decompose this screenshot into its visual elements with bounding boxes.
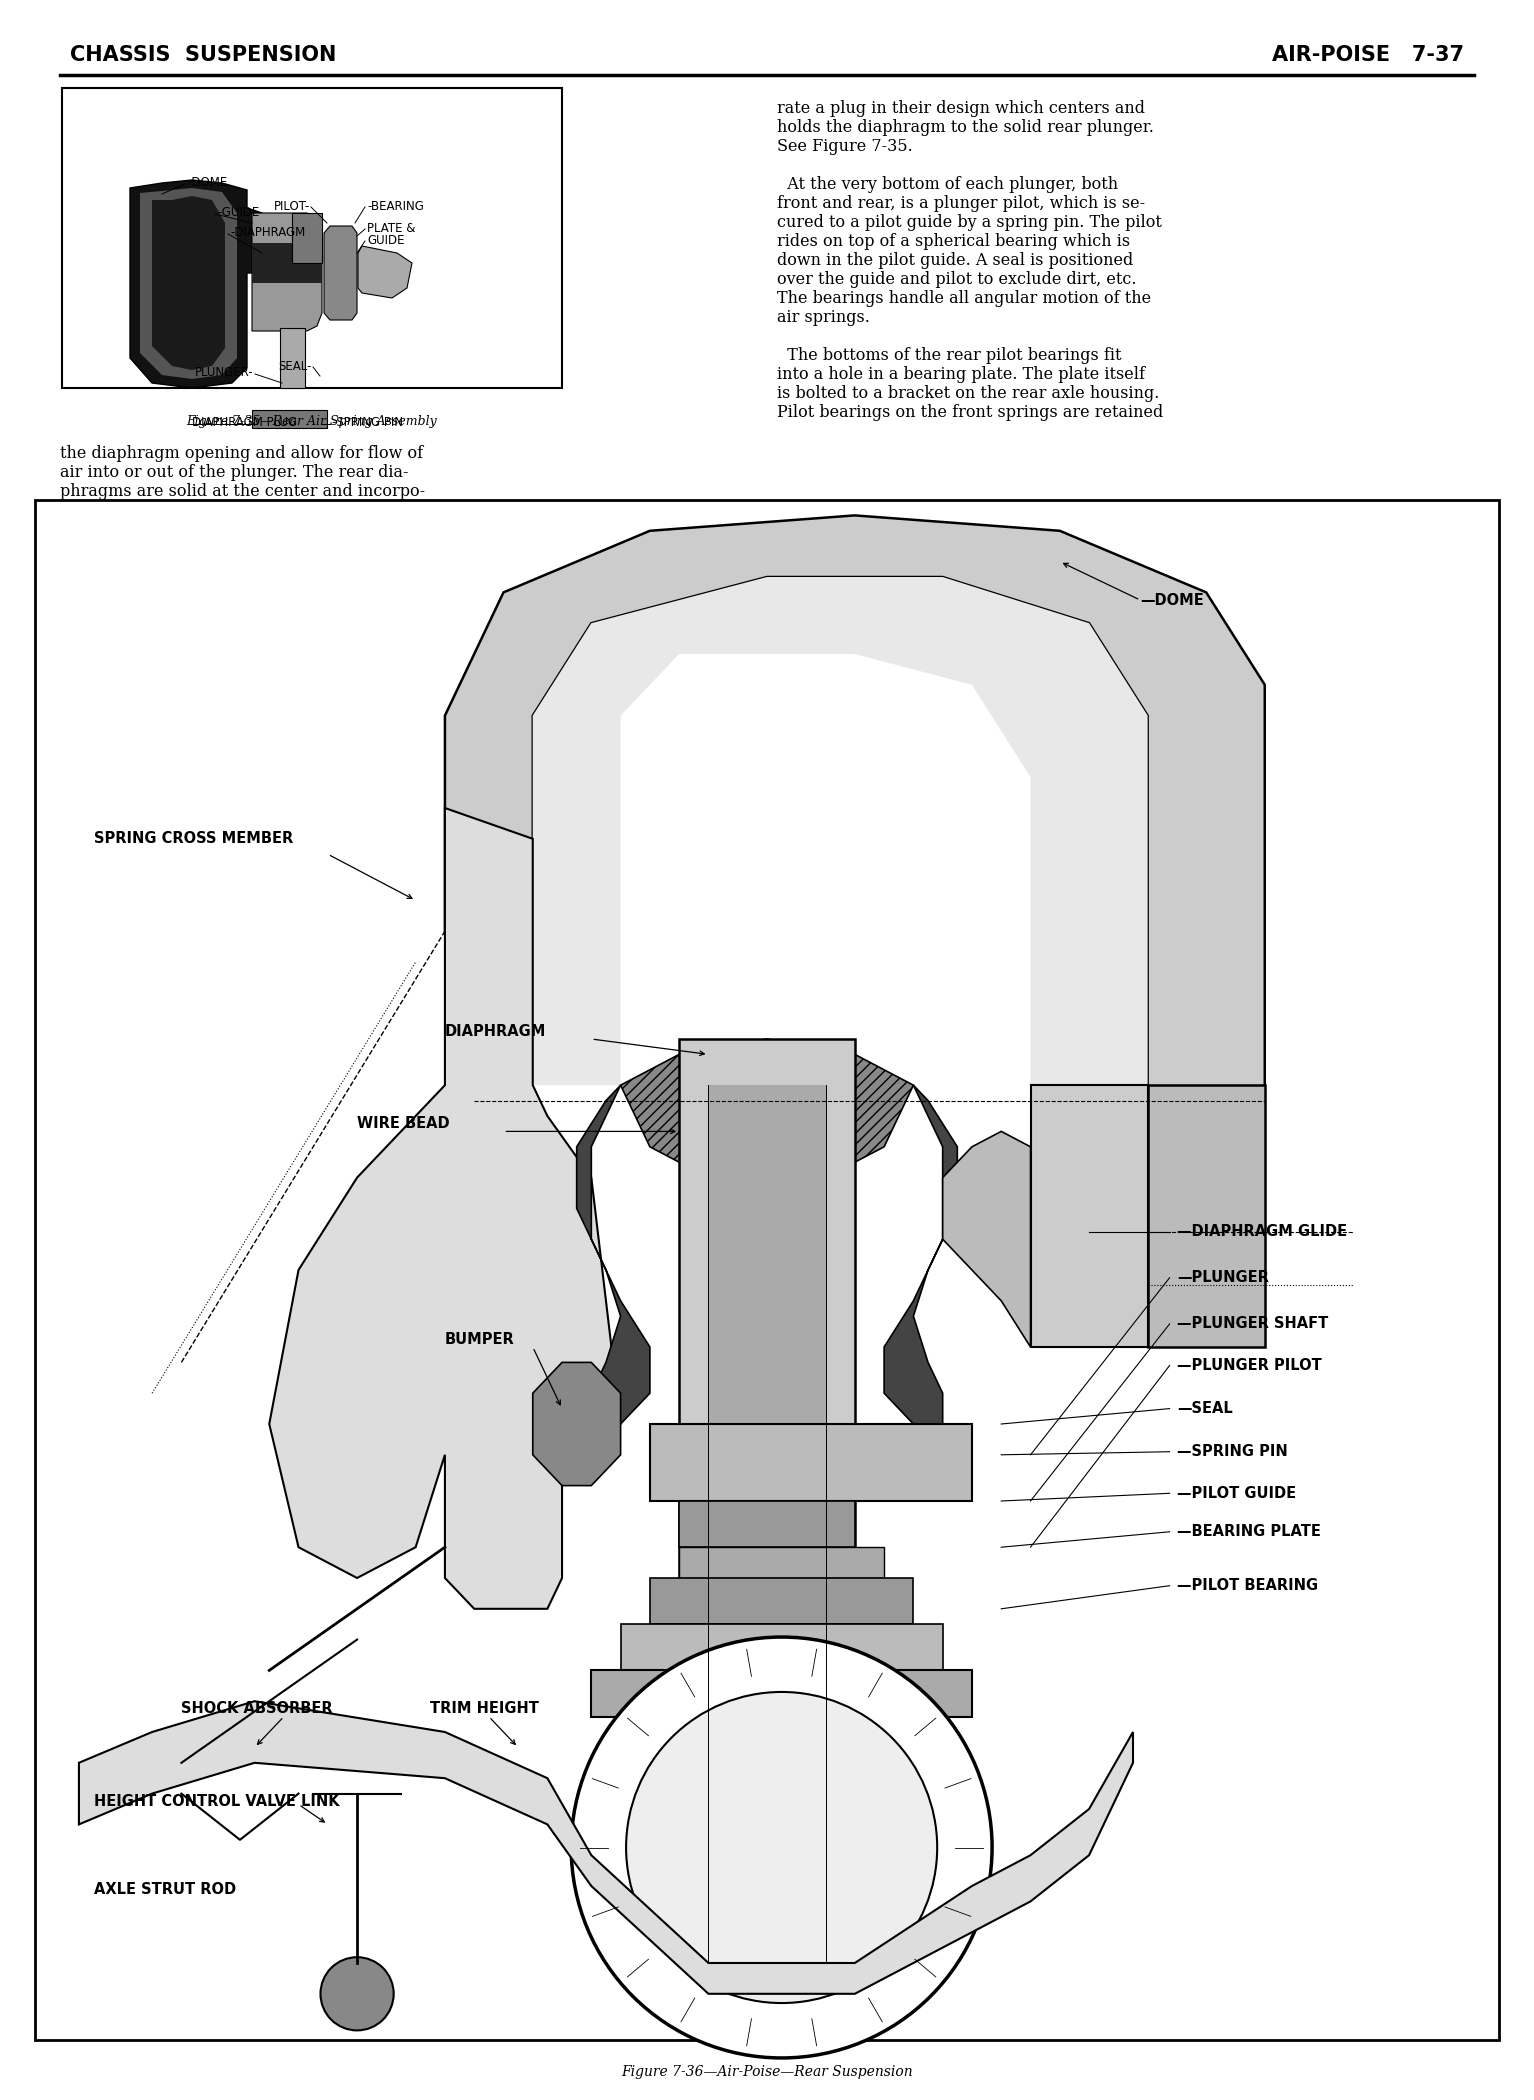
Text: -BEARING: -BEARING bbox=[367, 200, 423, 212]
Polygon shape bbox=[140, 189, 236, 378]
Text: BUMPER: BUMPER bbox=[445, 1331, 515, 1346]
Polygon shape bbox=[357, 246, 413, 298]
Bar bbox=[252, 410, 327, 428]
Text: SPRING CROSS MEMBER: SPRING CROSS MEMBER bbox=[94, 832, 293, 846]
Polygon shape bbox=[130, 181, 282, 388]
Polygon shape bbox=[577, 1086, 650, 1424]
Text: The bottoms of the rear pilot bearings fit: The bottoms of the rear pilot bearings f… bbox=[778, 346, 1121, 363]
Circle shape bbox=[321, 1957, 394, 2031]
Polygon shape bbox=[943, 1132, 1031, 1346]
Text: CHASSIS  SUSPENSION: CHASSIS SUSPENSION bbox=[71, 44, 336, 65]
Text: —SPRING PIN: —SPRING PIN bbox=[1177, 1445, 1287, 1460]
Bar bbox=[252, 244, 322, 284]
Text: air springs.: air springs. bbox=[778, 309, 870, 326]
Bar bbox=[1031, 1086, 1147, 1346]
Text: Figure 7-35—Rear Air Spring Assembly: Figure 7-35—Rear Air Spring Assembly bbox=[187, 416, 437, 428]
Bar bbox=[680, 1040, 854, 1964]
Text: GUIDE: GUIDE bbox=[367, 233, 405, 246]
Text: cured to a pilot guide by a spring pin. The pilot: cured to a pilot guide by a spring pin. … bbox=[778, 214, 1161, 231]
Text: —BEARING PLATE: —BEARING PLATE bbox=[1177, 1525, 1321, 1539]
Polygon shape bbox=[621, 1040, 913, 1178]
Text: Pilot bearings on the front springs are retained: Pilot bearings on the front springs are … bbox=[778, 403, 1163, 420]
Bar bbox=[650, 1577, 913, 1623]
Text: —DOME: —DOME bbox=[1140, 592, 1204, 607]
Text: down in the pilot guide. A seal is positioned: down in the pilot guide. A seal is posit… bbox=[778, 252, 1134, 269]
Polygon shape bbox=[532, 578, 1147, 1086]
Text: —PLUNGER SHAFT: —PLUNGER SHAFT bbox=[1177, 1317, 1328, 1331]
Text: front and rear, is a plunger pilot, which is se-: front and rear, is a plunger pilot, whic… bbox=[778, 195, 1144, 212]
Text: DIAPHRAGM PLUG: DIAPHRAGM PLUG bbox=[192, 416, 298, 430]
Text: —PILOT BEARING: —PILOT BEARING bbox=[1177, 1579, 1318, 1594]
Circle shape bbox=[626, 1693, 937, 2003]
Text: air into or out of the plunger. The rear dia-: air into or out of the plunger. The rear… bbox=[60, 464, 408, 481]
Text: —PLUNGER: —PLUNGER bbox=[1177, 1270, 1269, 1285]
Polygon shape bbox=[884, 1086, 957, 1424]
Text: is bolted to a bracket on the rear axle housing.: is bolted to a bracket on the rear axle … bbox=[778, 384, 1160, 401]
Bar bbox=[281, 328, 305, 388]
Text: -SPRING PIN: -SPRING PIN bbox=[331, 416, 403, 430]
Polygon shape bbox=[270, 808, 621, 1609]
Text: rate a plug in their design which centers and: rate a plug in their design which center… bbox=[778, 101, 1144, 118]
Circle shape bbox=[571, 1638, 992, 2058]
Text: DIAPHRAGM: DIAPHRAGM bbox=[445, 1025, 546, 1040]
Bar bbox=[680, 1548, 884, 1577]
Text: AIR-POISE   7-37: AIR-POISE 7-37 bbox=[1272, 44, 1463, 65]
Polygon shape bbox=[252, 212, 322, 332]
Text: rides on top of a spherical bearing which is: rides on top of a spherical bearing whic… bbox=[778, 233, 1131, 250]
Text: SEAL-: SEAL- bbox=[279, 359, 311, 372]
Text: WIRE BEAD: WIRE BEAD bbox=[357, 1117, 449, 1132]
Bar bbox=[35, 500, 1499, 2039]
Text: PLATE &: PLATE & bbox=[367, 220, 416, 235]
Polygon shape bbox=[152, 195, 225, 370]
Text: —SEAL: —SEAL bbox=[1177, 1401, 1233, 1415]
Bar bbox=[61, 88, 561, 388]
Bar bbox=[1147, 1086, 1264, 1346]
Bar bbox=[291, 212, 322, 262]
Text: —DIAPHRAGM GLIDE: —DIAPHRAGM GLIDE bbox=[1177, 1224, 1347, 1239]
Polygon shape bbox=[532, 1363, 621, 1485]
Text: TRIM HEIGHT: TRIM HEIGHT bbox=[430, 1701, 538, 1716]
Text: —PILOT GUIDE: —PILOT GUIDE bbox=[1177, 1487, 1296, 1502]
Polygon shape bbox=[324, 227, 357, 319]
Bar bbox=[621, 1623, 943, 1670]
Text: PILOT-: PILOT- bbox=[273, 200, 310, 212]
Text: -DIAPHRAGM: -DIAPHRAGM bbox=[230, 227, 305, 239]
Bar bbox=[650, 1424, 973, 1502]
Text: holds the diaphragm to the solid rear plunger.: holds the diaphragm to the solid rear pl… bbox=[778, 120, 1154, 136]
Text: —PLUNGER PILOT: —PLUNGER PILOT bbox=[1177, 1359, 1322, 1373]
Text: into a hole in a bearing plate. The plate itself: into a hole in a bearing plate. The plat… bbox=[778, 365, 1144, 382]
Text: AXLE STRUT ROD: AXLE STRUT ROD bbox=[94, 1882, 236, 1896]
Bar bbox=[680, 1502, 854, 1548]
Text: Figure 7-36—Air-Poise—Rear Suspension: Figure 7-36—Air-Poise—Rear Suspension bbox=[621, 2064, 913, 2079]
Polygon shape bbox=[445, 514, 1264, 1208]
Text: See Figure 7-35.: See Figure 7-35. bbox=[778, 139, 913, 155]
Text: -DOME: -DOME bbox=[187, 176, 227, 189]
Polygon shape bbox=[78, 1701, 1134, 1993]
Bar bbox=[591, 1670, 973, 1716]
Text: The bearings handle all angular motion of the: The bearings handle all angular motion o… bbox=[778, 290, 1150, 307]
Text: At the very bottom of each plunger, both: At the very bottom of each plunger, both bbox=[778, 176, 1118, 193]
Text: over the guide and pilot to exclude dirt, etc.: over the guide and pilot to exclude dirt… bbox=[778, 271, 1137, 288]
Text: HEIGHT CONTROL VALVE LINK: HEIGHT CONTROL VALVE LINK bbox=[94, 1793, 339, 1808]
Text: the diaphragm opening and allow for flow of: the diaphragm opening and allow for flow… bbox=[60, 445, 423, 462]
Text: PLUNGER-: PLUNGER- bbox=[195, 368, 255, 380]
Text: SHOCK ABSORBER: SHOCK ABSORBER bbox=[181, 1701, 333, 1716]
Bar bbox=[709, 1086, 825, 1932]
Text: phragms are solid at the center and incorpo-: phragms are solid at the center and inco… bbox=[60, 483, 425, 500]
Text: -GUIDE: -GUIDE bbox=[216, 206, 259, 220]
